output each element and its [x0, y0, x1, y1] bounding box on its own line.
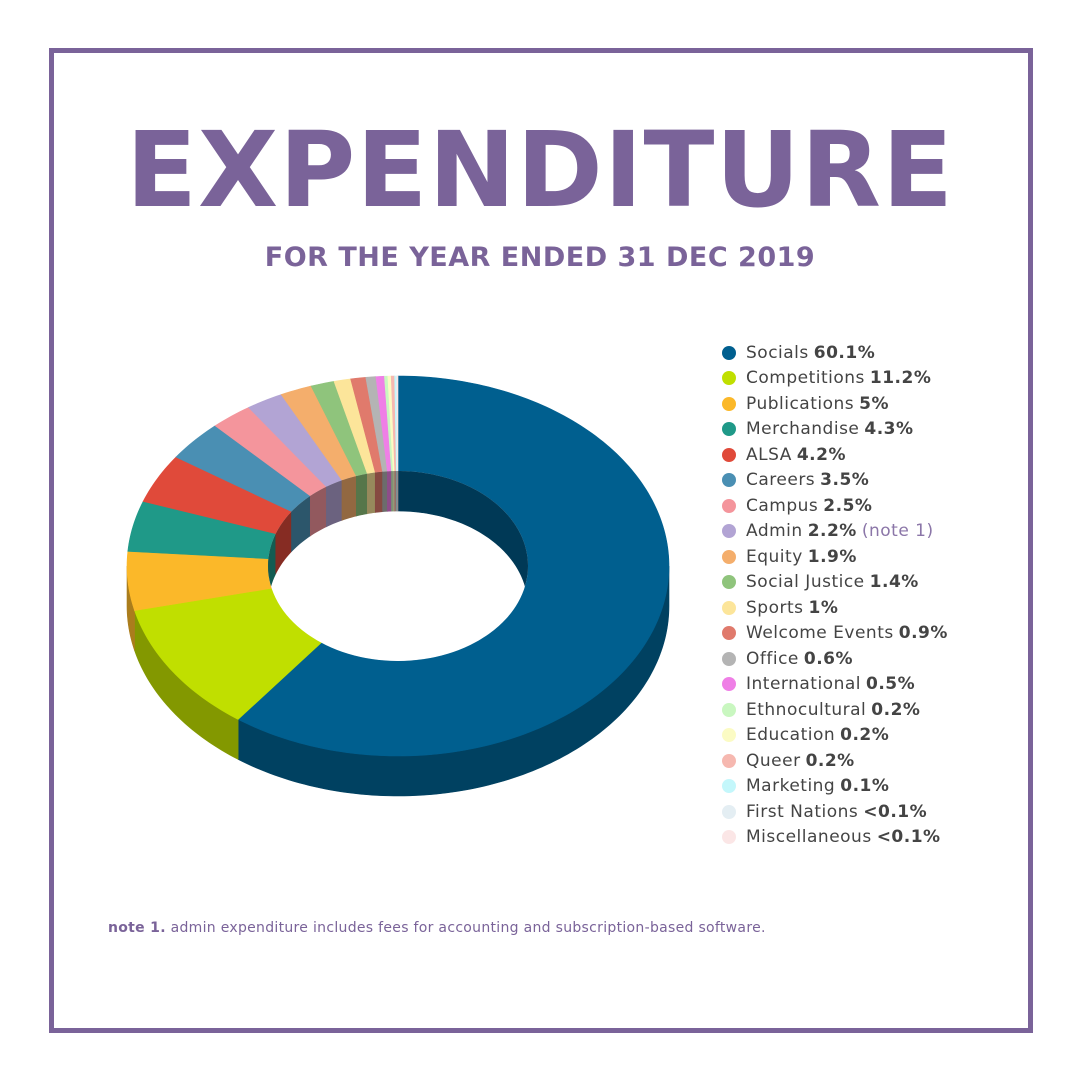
slice-inner-wall-equity	[341, 475, 357, 521]
legend-value: 4.2%	[796, 444, 846, 465]
legend-value: 0.5%	[866, 674, 916, 695]
legend-item-publications: Publications 5%	[722, 391, 948, 417]
legend-swatch	[722, 626, 736, 641]
legend-item-office: Office 0.6%	[722, 646, 948, 672]
legend-value: <0.1%	[863, 801, 928, 822]
legend-value: 5%	[859, 393, 890, 414]
slice-inner-wall-social-justice	[356, 473, 368, 517]
legend-item-education: Education 0.2%	[722, 723, 948, 749]
page-frame	[49, 48, 1033, 1033]
legend-note: (note 1)	[861, 521, 934, 542]
legend-item-miscellaneous: Miscellaneous <0.1%	[722, 825, 948, 851]
legend-label: Marketing	[746, 776, 836, 797]
legend-swatch	[722, 702, 736, 717]
donut-inner-walls	[268, 471, 528, 607]
legend-swatch	[722, 575, 736, 590]
legend-swatch	[722, 753, 736, 768]
legend-swatch	[722, 651, 736, 666]
legend-label: Equity	[746, 546, 803, 567]
legend-label: Welcome Events	[746, 623, 894, 644]
legend-swatch	[722, 549, 736, 564]
legend-label: Merchandise	[746, 419, 860, 440]
legend-label: Queer	[746, 750, 801, 771]
legend-label: International	[746, 674, 861, 695]
legend-item-first-nations: First Nations <0.1%	[722, 799, 948, 825]
legend-label: Office	[746, 648, 799, 669]
legend-label: Miscellaneous	[746, 827, 872, 848]
legend-swatch	[722, 345, 736, 360]
legend-item-competitions: Competitions 11.2%	[722, 366, 948, 392]
legend-swatch	[722, 804, 736, 819]
legend-label: Admin	[746, 521, 803, 542]
legend-value: 2.5%	[823, 495, 873, 516]
legend-swatch	[722, 422, 736, 437]
legend-label: Ethnocultural	[746, 699, 867, 720]
legend-swatch	[722, 600, 736, 615]
slice-inner-wall-welcome-events	[374, 471, 383, 513]
donut-slices	[126, 375, 670, 757]
legend-item-campus: Campus 2.5%	[722, 493, 948, 519]
legend-swatch	[722, 677, 736, 692]
page-subtitle: FOR THE YEAR ENDED 31 DEC 2019	[264, 242, 816, 273]
legend-swatch	[722, 498, 736, 513]
legend-swatch	[722, 473, 736, 488]
legend-swatch	[722, 830, 736, 845]
legend-label: Campus	[746, 495, 819, 516]
legend-label: Competitions	[746, 368, 865, 389]
slice-inner-wall-sports	[366, 472, 376, 515]
chart-legend: Socials 60.1% Competitions 11.2% Publication…	[722, 340, 948, 850]
legend-value: 11.2%	[869, 368, 932, 389]
page-title: EXPENDITURE	[125, 109, 955, 231]
legend-item-equity: Equity 1.9%	[722, 544, 948, 570]
legend-label: Sports	[746, 597, 804, 618]
legend-item-admin: Admin 2.2% (note 1)	[722, 519, 948, 545]
legend-label: Socials	[746, 342, 809, 363]
legend-item-alsa: ALSA 4.2%	[722, 442, 948, 468]
footnote-text: admin expenditure includes fees for acco…	[170, 920, 766, 936]
legend-value: 0.2%	[805, 750, 855, 771]
legend-label: Education	[746, 725, 836, 746]
legend-item-careers: Careers 3.5%	[722, 468, 948, 494]
legend-swatch	[722, 524, 736, 539]
slice-inner-wall-international	[387, 471, 392, 512]
legend-label: Careers	[746, 470, 816, 491]
legend-value: 0.9%	[898, 623, 948, 644]
slice-inner-wall-admin	[326, 479, 343, 528]
legend-value: 3.5%	[820, 470, 870, 491]
legend-item-ethnocultural: Ethnocultural 0.2%	[722, 697, 948, 723]
legend-item-international: International 0.5%	[722, 672, 948, 698]
legend-value: 0.1%	[840, 776, 890, 797]
legend-value: 4.3%	[864, 419, 914, 440]
legend-item-marketing: Marketing 0.1%	[722, 774, 948, 800]
legend-label: First Nations	[746, 801, 859, 822]
legend-value: 60.1%	[813, 342, 876, 363]
legend-item-socials: Socials 60.1%	[722, 340, 948, 366]
legend-value: 1%	[808, 597, 839, 618]
slice-miscellaneous	[396, 375, 399, 472]
legend-label: Publications	[746, 393, 855, 414]
legend-swatch	[722, 447, 736, 462]
footnote-label: note 1.	[108, 920, 166, 936]
legend-item-merchandise: Merchandise 4.3%	[722, 417, 948, 443]
legend-value: 1.9%	[807, 546, 857, 567]
legend-swatch	[722, 396, 736, 411]
legend-item-sports: Sports 1%	[722, 595, 948, 621]
legend-value: 0.6%	[803, 648, 854, 669]
legend-item-queer: Queer 0.2%	[722, 748, 948, 774]
legend-value: 0.2%	[840, 725, 890, 746]
legend-swatch	[722, 728, 736, 743]
footnote: note 1. admin expenditure includes fees …	[108, 920, 766, 936]
legend-value: 1.4%	[869, 572, 919, 593]
legend-swatch	[722, 371, 736, 386]
legend-label: Social Justice	[746, 572, 865, 593]
legend-swatch	[722, 779, 736, 794]
legend-value: <0.1%	[876, 827, 941, 848]
legend-value: 2.2%	[807, 521, 857, 542]
legend-item-welcome-events: Welcome Events 0.9%	[722, 621, 948, 647]
legend-value: 0.2%	[871, 699, 921, 720]
legend-label: ALSA	[746, 444, 792, 465]
legend-item-social-justice: Social Justice 1.4%	[722, 570, 948, 596]
slice-inner-wall-office	[382, 471, 388, 512]
